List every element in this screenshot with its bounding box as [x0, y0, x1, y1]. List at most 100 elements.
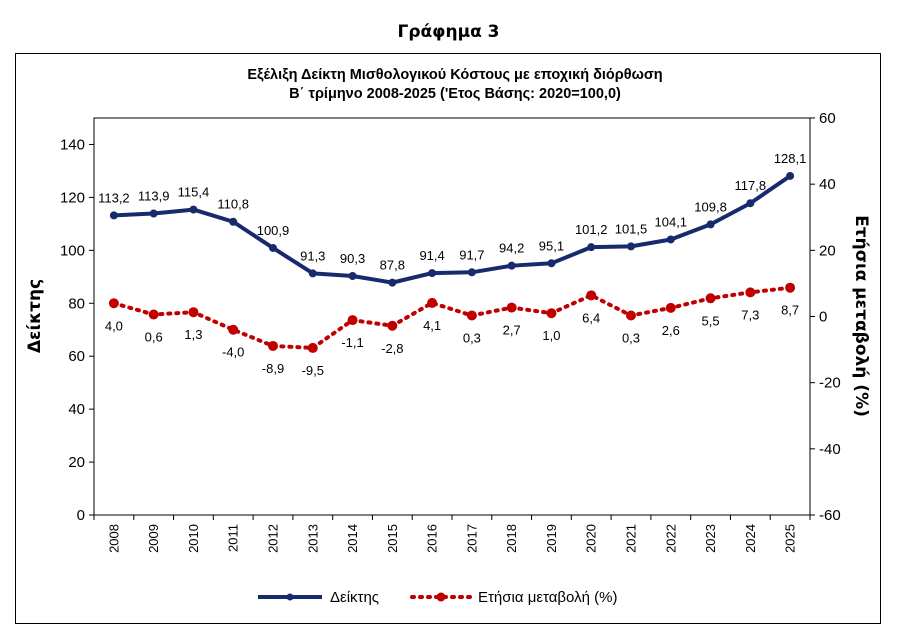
x-tick-label: 2025: [783, 524, 798, 553]
index-data-label: 104,1: [655, 214, 688, 229]
left-axis: 0 20 40 60 80 100 120 140: [60, 136, 94, 524]
change-point: [228, 324, 239, 335]
change-point: [785, 282, 796, 293]
index-data-label: 117,8: [735, 178, 767, 193]
index-point: [428, 269, 437, 278]
change-point: [347, 315, 358, 326]
change-point: [745, 287, 756, 298]
index-point: [507, 261, 516, 270]
change-data-label: -8,9: [262, 361, 284, 376]
change-data-label: 2,7: [503, 323, 521, 338]
y2-tick-label: 0: [819, 309, 827, 326]
x-tick-label: 2024: [743, 524, 758, 553]
change-data-label: -1,1: [341, 335, 363, 350]
index-data-label: 94,2: [499, 241, 524, 256]
x-tick-label: 2017: [464, 524, 479, 553]
y-tick-label: 80: [68, 295, 85, 312]
index-point: [587, 243, 596, 252]
data-labels: 113,2 113,9 115,4 110,8 100,9 91,3 90,3 87,8 91,…: [98, 151, 806, 378]
index-data-label: 110,8: [217, 197, 249, 212]
y2-tick-label: 20: [819, 242, 836, 259]
change-data-label: 7,3: [741, 307, 759, 322]
change-data-label: 1,3: [184, 327, 202, 342]
x-tick-label: 2009: [146, 524, 161, 553]
change-data-label: 1,0: [542, 328, 560, 343]
x-tick-label: 2018: [504, 524, 519, 553]
index-data-label: 113,9: [138, 189, 170, 204]
change-data-label: 6,4: [582, 310, 600, 325]
change-point: [188, 307, 199, 318]
chart-title: Εξέλιξη Δείκτη Μισθολογικού Κόστους με ε…: [247, 67, 662, 83]
index-data-label: 87,8: [380, 258, 405, 273]
x-tick-label: 2023: [703, 524, 718, 553]
y-tick-label: 140: [60, 136, 85, 153]
x-tick-label: 2020: [584, 524, 599, 553]
index-data-label: 113,2: [98, 190, 130, 205]
change-point: [546, 308, 557, 319]
change-data-label: -2,8: [381, 341, 403, 356]
index-data-label: 91,7: [459, 247, 484, 262]
index-data-label: 128,1: [774, 151, 807, 166]
change-data-label: 4,0: [105, 318, 123, 333]
change-data-label: 0,3: [463, 331, 481, 346]
legend-change-label: Ετήσια μεταβολή (%): [478, 589, 617, 606]
change-data-label: -9,5: [302, 363, 324, 378]
change-point: [506, 302, 517, 313]
series-layer: [108, 171, 796, 353]
y2-tick-label: -60: [819, 507, 841, 524]
change-data-label: 5,5: [702, 313, 720, 328]
index-point: [269, 243, 277, 252]
y2-tick-label: -20: [819, 375, 841, 392]
change-data-label: 0,6: [145, 330, 163, 345]
x-tick-label: 2011: [226, 524, 241, 552]
index-data-label: 109,8: [694, 199, 727, 214]
change-point: [626, 310, 636, 321]
index-point: [666, 235, 675, 244]
chart-frame: [15, 53, 881, 624]
y-tick-label: 60: [68, 348, 85, 365]
index-point: [189, 205, 198, 214]
index-point: [109, 211, 118, 220]
legend-index-label: Δείκτης: [330, 589, 379, 606]
change-data-label: 4,1: [423, 318, 441, 333]
y-tick-label: 40: [68, 401, 85, 418]
y-tick-label: 120: [60, 189, 85, 206]
legend: Δείκτης Ετήσια μεταβολή (%): [258, 589, 617, 606]
index-point: [746, 199, 755, 208]
index-point: [627, 242, 635, 251]
index-point: [388, 278, 397, 287]
change-data-label: -4,0: [222, 345, 244, 360]
x-tick-label: 2021: [624, 524, 639, 553]
change-point: [148, 309, 159, 320]
index-data-label: 95,1: [539, 238, 564, 253]
index-data-label: 91,4: [419, 248, 444, 263]
change-data-label: 2,6: [662, 323, 680, 338]
figure-heading: Γράφημα 3: [397, 22, 500, 42]
right-axis: -60 -40 -20 0 20 40 60: [810, 110, 841, 524]
change-point: [307, 342, 318, 353]
index-point: [348, 272, 357, 281]
index-point: [786, 171, 795, 180]
x-tick-label: 2019: [544, 524, 559, 553]
index-point: [229, 217, 238, 226]
change-point: [108, 298, 119, 309]
x-tick-label: 2010: [186, 524, 201, 553]
chart-subtitle: Β΄ τρίμηνο 2008-2025 ('Ετος Βάσης: 2020=…: [289, 86, 621, 102]
x-tick-label: 2016: [425, 524, 440, 553]
index-data-label: 115,4: [178, 185, 210, 200]
change-point: [387, 320, 398, 331]
left-axis-label: Δείκτης: [25, 279, 45, 353]
y2-tick-label: 40: [819, 176, 836, 193]
index-data-label: 91,3: [300, 248, 325, 263]
index-line: [113, 174, 792, 285]
x-tick-label: 2014: [345, 524, 360, 553]
index-point: [467, 268, 476, 277]
change-line: [111, 285, 793, 350]
index-point: [308, 269, 317, 278]
y-tick-label: 100: [60, 242, 85, 259]
index-point: [149, 209, 158, 218]
change-point: [268, 340, 278, 351]
x-axis: 2008 2009 2010 2011 2012 2013 2014 2015 2016 2017…: [93, 515, 811, 553]
y2-tick-label: -40: [819, 441, 841, 458]
index-data-label: 100,9: [257, 223, 290, 238]
